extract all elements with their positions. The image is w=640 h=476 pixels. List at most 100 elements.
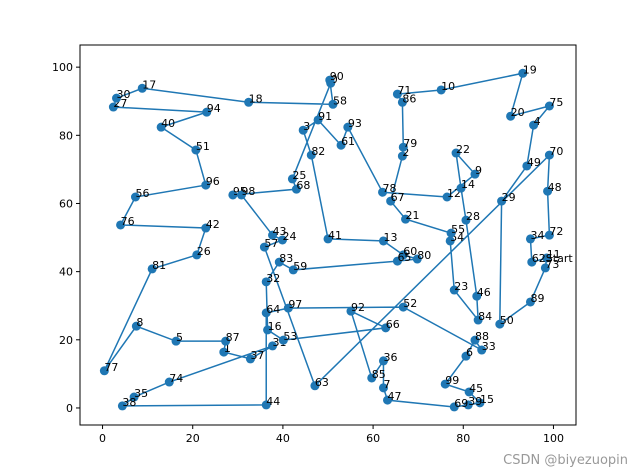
city-label: 50 — [500, 314, 514, 327]
city-label: 8 — [136, 316, 143, 329]
city-label: 60 — [403, 245, 417, 258]
city-point — [346, 306, 356, 316]
city-label: 5 — [176, 331, 183, 344]
city-label: 98 — [241, 185, 255, 198]
city-label: 69 — [454, 397, 468, 410]
city-point — [112, 93, 122, 103]
city-label: 51 — [196, 140, 210, 153]
city-point — [475, 398, 485, 408]
x-tick-label: 20 — [186, 432, 200, 445]
city-label: 37 — [250, 349, 264, 362]
city-point — [268, 230, 278, 240]
city-label: 3 — [303, 120, 310, 133]
x-tick-label: 0 — [99, 432, 106, 445]
city-label: 55 — [451, 223, 465, 236]
city-point — [283, 303, 293, 313]
city-label: 65 — [397, 251, 411, 264]
city-label: 76 — [121, 215, 135, 228]
city-label: 89 — [530, 292, 544, 305]
city-label: 72 — [549, 225, 563, 238]
city-point — [313, 115, 323, 125]
city-point — [274, 257, 284, 267]
city-label: 10 — [441, 80, 455, 93]
x-tick-label: 80 — [456, 432, 470, 445]
city-label: 62 — [532, 252, 546, 265]
city-label: 58 — [333, 94, 347, 107]
city-point — [245, 354, 255, 364]
city-point — [117, 401, 127, 411]
city-label: 14 — [461, 178, 475, 191]
city-label: 63 — [315, 376, 329, 389]
city-label: 88 — [475, 330, 489, 343]
city-point — [171, 336, 181, 346]
city-label: 40 — [161, 117, 175, 130]
city-label: 29 — [502, 191, 516, 204]
city-label: 94 — [207, 102, 221, 115]
city-label: 97 — [288, 298, 302, 311]
city-point — [277, 235, 287, 245]
city-label: 6 — [466, 346, 473, 359]
city-label: 41 — [328, 229, 342, 242]
city-label: 47 — [388, 390, 402, 403]
city-label: 64 — [266, 303, 280, 316]
city-label: 77 — [104, 361, 118, 374]
city-point — [544, 101, 554, 111]
city-point — [328, 99, 338, 109]
city-label: 38 — [122, 396, 136, 409]
city-point — [461, 351, 471, 361]
city-label: 87 — [226, 331, 240, 344]
city-point — [261, 400, 271, 410]
city-point — [268, 341, 278, 351]
city-point — [278, 335, 288, 345]
city-point — [156, 122, 166, 132]
city-point — [398, 302, 408, 312]
city-point — [325, 75, 335, 85]
city-point — [386, 196, 396, 206]
city-label: 67 — [391, 191, 405, 204]
city-label: 24 — [282, 230, 296, 243]
city-label: 57 — [264, 237, 278, 250]
city-label: 42 — [206, 218, 220, 231]
watermark: CSDN @biyezuopin — [503, 453, 628, 468]
city-point — [472, 291, 482, 301]
city-label: 17 — [142, 78, 156, 91]
city-label: 96 — [206, 175, 220, 188]
city-label: 68 — [296, 179, 310, 192]
city-point — [244, 97, 254, 107]
city-point — [201, 223, 211, 233]
city-point — [147, 264, 157, 274]
city-label: 90 — [330, 70, 344, 83]
city-point — [310, 381, 320, 391]
city-point — [529, 120, 539, 130]
city-point — [261, 308, 271, 318]
city-point — [137, 83, 147, 93]
city-point — [298, 125, 308, 135]
city-point — [236, 190, 246, 200]
city-point — [442, 192, 452, 202]
city-label: 39 — [468, 395, 482, 408]
city-label: 78 — [383, 182, 397, 195]
city-point — [336, 140, 346, 150]
city-point — [288, 265, 298, 275]
city-label: 34 — [530, 229, 544, 242]
y-tick-label: 40 — [59, 266, 73, 279]
city-label: 26 — [197, 245, 211, 258]
y-tick-label: 60 — [59, 197, 73, 210]
city-label: 52 — [403, 297, 417, 310]
city-point — [451, 148, 461, 158]
city-point — [477, 345, 487, 355]
city-point — [397, 97, 407, 107]
city-point — [129, 392, 139, 402]
city-label: 74 — [169, 372, 183, 385]
city-point — [131, 321, 141, 331]
city-point — [378, 236, 388, 246]
city-point — [201, 180, 211, 190]
city-label: 93 — [348, 117, 362, 130]
city-point — [506, 111, 516, 121]
city-point — [525, 234, 535, 244]
city-point — [343, 122, 353, 132]
city-point — [306, 150, 316, 160]
city-label: 32 — [266, 272, 280, 285]
city-point — [291, 184, 301, 194]
city-point — [449, 402, 459, 412]
